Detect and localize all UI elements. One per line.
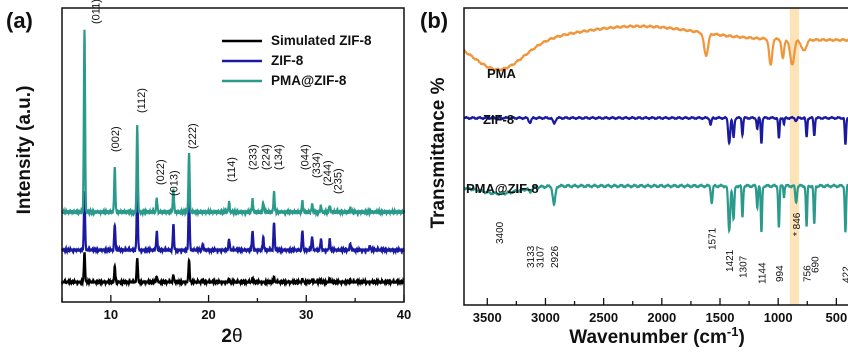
xrd-series-pma-zif-8 bbox=[61, 29, 406, 218]
ftir-x-tick-label: 2500 bbox=[589, 310, 618, 325]
ftir-band-label: 1144 bbox=[757, 262, 768, 284]
ftir-band-label: * 846 bbox=[792, 212, 803, 236]
panel-label-b: (b) bbox=[420, 8, 448, 33]
xrd-x-axis-title: 2θ bbox=[221, 326, 242, 347]
ftir-series-label: PMA bbox=[487, 66, 517, 81]
ftir-x-tick-label: 3000 bbox=[531, 310, 560, 325]
ftir-band-label: 994 bbox=[775, 265, 786, 282]
xrd-x-tick-label: 40 bbox=[397, 307, 411, 322]
xrd-peak-label: (114) bbox=[226, 157, 238, 182]
xrd-peak-label: (022) bbox=[155, 159, 167, 185]
ftir-x-tick-label: 2000 bbox=[647, 310, 676, 325]
xrd-peak-label: (224) bbox=[260, 144, 272, 170]
ftir-band-label: 1421 bbox=[725, 249, 736, 272]
xrd-peak-label: (011) bbox=[90, 0, 102, 24]
ftir-y-axis-title: Transmittance % bbox=[428, 77, 449, 228]
ftir-x-tick-label: 3500 bbox=[473, 310, 502, 325]
xrd-peak-label: (244) bbox=[322, 160, 334, 186]
xrd-legend: Simulated ZIF-8 ZIF-8 PMA@ZIF-8 bbox=[222, 33, 372, 88]
xrd-peak-label: (222) bbox=[187, 123, 199, 149]
ftir-panel: (b) Transmittance % Wavenumber (cm-1) PM… bbox=[420, 7, 848, 348]
ftir-x-tick-label: 500 bbox=[826, 310, 848, 325]
ftir-band-label: 1571 bbox=[708, 227, 719, 250]
ftir-band-label: 2926 bbox=[550, 245, 561, 268]
ftir-axes-frame bbox=[463, 7, 848, 306]
ftir-x-tick-label: 1000 bbox=[764, 310, 793, 325]
xrd-panel: (a) Intensity (a.u.) 2θ 10 20 30 40 (011) (00… bbox=[6, 0, 411, 347]
ftir-series-pma-zif-8 bbox=[463, 183, 848, 235]
ftir-x-axis-title: Wavenumber (cm-1) bbox=[569, 324, 745, 348]
xrd-axes-frame bbox=[61, 7, 405, 303]
xrd-peak-label: (013) bbox=[168, 170, 180, 196]
ftir-series-label: PMA@ZIF-8 bbox=[466, 181, 539, 196]
panel-label-a: (a) bbox=[6, 8, 33, 33]
xrd-x-tick-label: 20 bbox=[201, 307, 215, 322]
ftir-plot-area: PMA ZIF-8 PMA@ZIF-8 3500 3000 2500 2000 1500 100… bbox=[463, 7, 848, 325]
xrd-peak-label: (233) bbox=[248, 144, 260, 170]
ftir-band-label: 690 bbox=[810, 256, 821, 273]
xrd-plot-area: 10 20 30 40 (011) (002) (112) (022) (013) (222) (1… bbox=[60, 0, 411, 322]
ftir-x-tick-label: 1500 bbox=[706, 310, 735, 325]
xrd-series-zif-8 bbox=[60, 180, 405, 256]
xrd-peak-label: (235) bbox=[333, 168, 345, 194]
xrd-peak-label: (044) bbox=[299, 144, 311, 170]
ftir-series-pma bbox=[463, 24, 848, 72]
xrd-peak-label: (112) bbox=[136, 88, 148, 113]
ftir-series-zif-8 bbox=[463, 115, 848, 146]
ftir-band-label: 3107 bbox=[536, 245, 547, 268]
ftir-band-label: 422 bbox=[841, 266, 848, 283]
xrd-peak-label: (002) bbox=[110, 126, 122, 152]
xrd-peak-label: (334) bbox=[311, 152, 323, 178]
ftir-band-label: 756 bbox=[803, 265, 814, 282]
legend-label: ZIF-8 bbox=[271, 53, 304, 68]
highlight-band bbox=[789, 8, 800, 305]
xrd-y-axis-title: Intensity (a.u.) bbox=[14, 86, 35, 215]
legend-label: PMA@ZIF-8 bbox=[271, 73, 347, 88]
ftir-band-label: 3133 bbox=[526, 245, 537, 268]
xrd-series-simulated-zif-8 bbox=[60, 252, 405, 288]
ftir-series-label: ZIF-8 bbox=[483, 112, 514, 127]
legend-label: Simulated ZIF-8 bbox=[271, 33, 372, 48]
ftir-band-label: 1307 bbox=[738, 255, 749, 278]
xrd-x-tick-label: 10 bbox=[104, 307, 118, 322]
xrd-peak-label: (134) bbox=[273, 144, 285, 170]
ftir-band-label: 3400 bbox=[495, 221, 506, 244]
xrd-x-tick-label: 30 bbox=[299, 307, 313, 322]
